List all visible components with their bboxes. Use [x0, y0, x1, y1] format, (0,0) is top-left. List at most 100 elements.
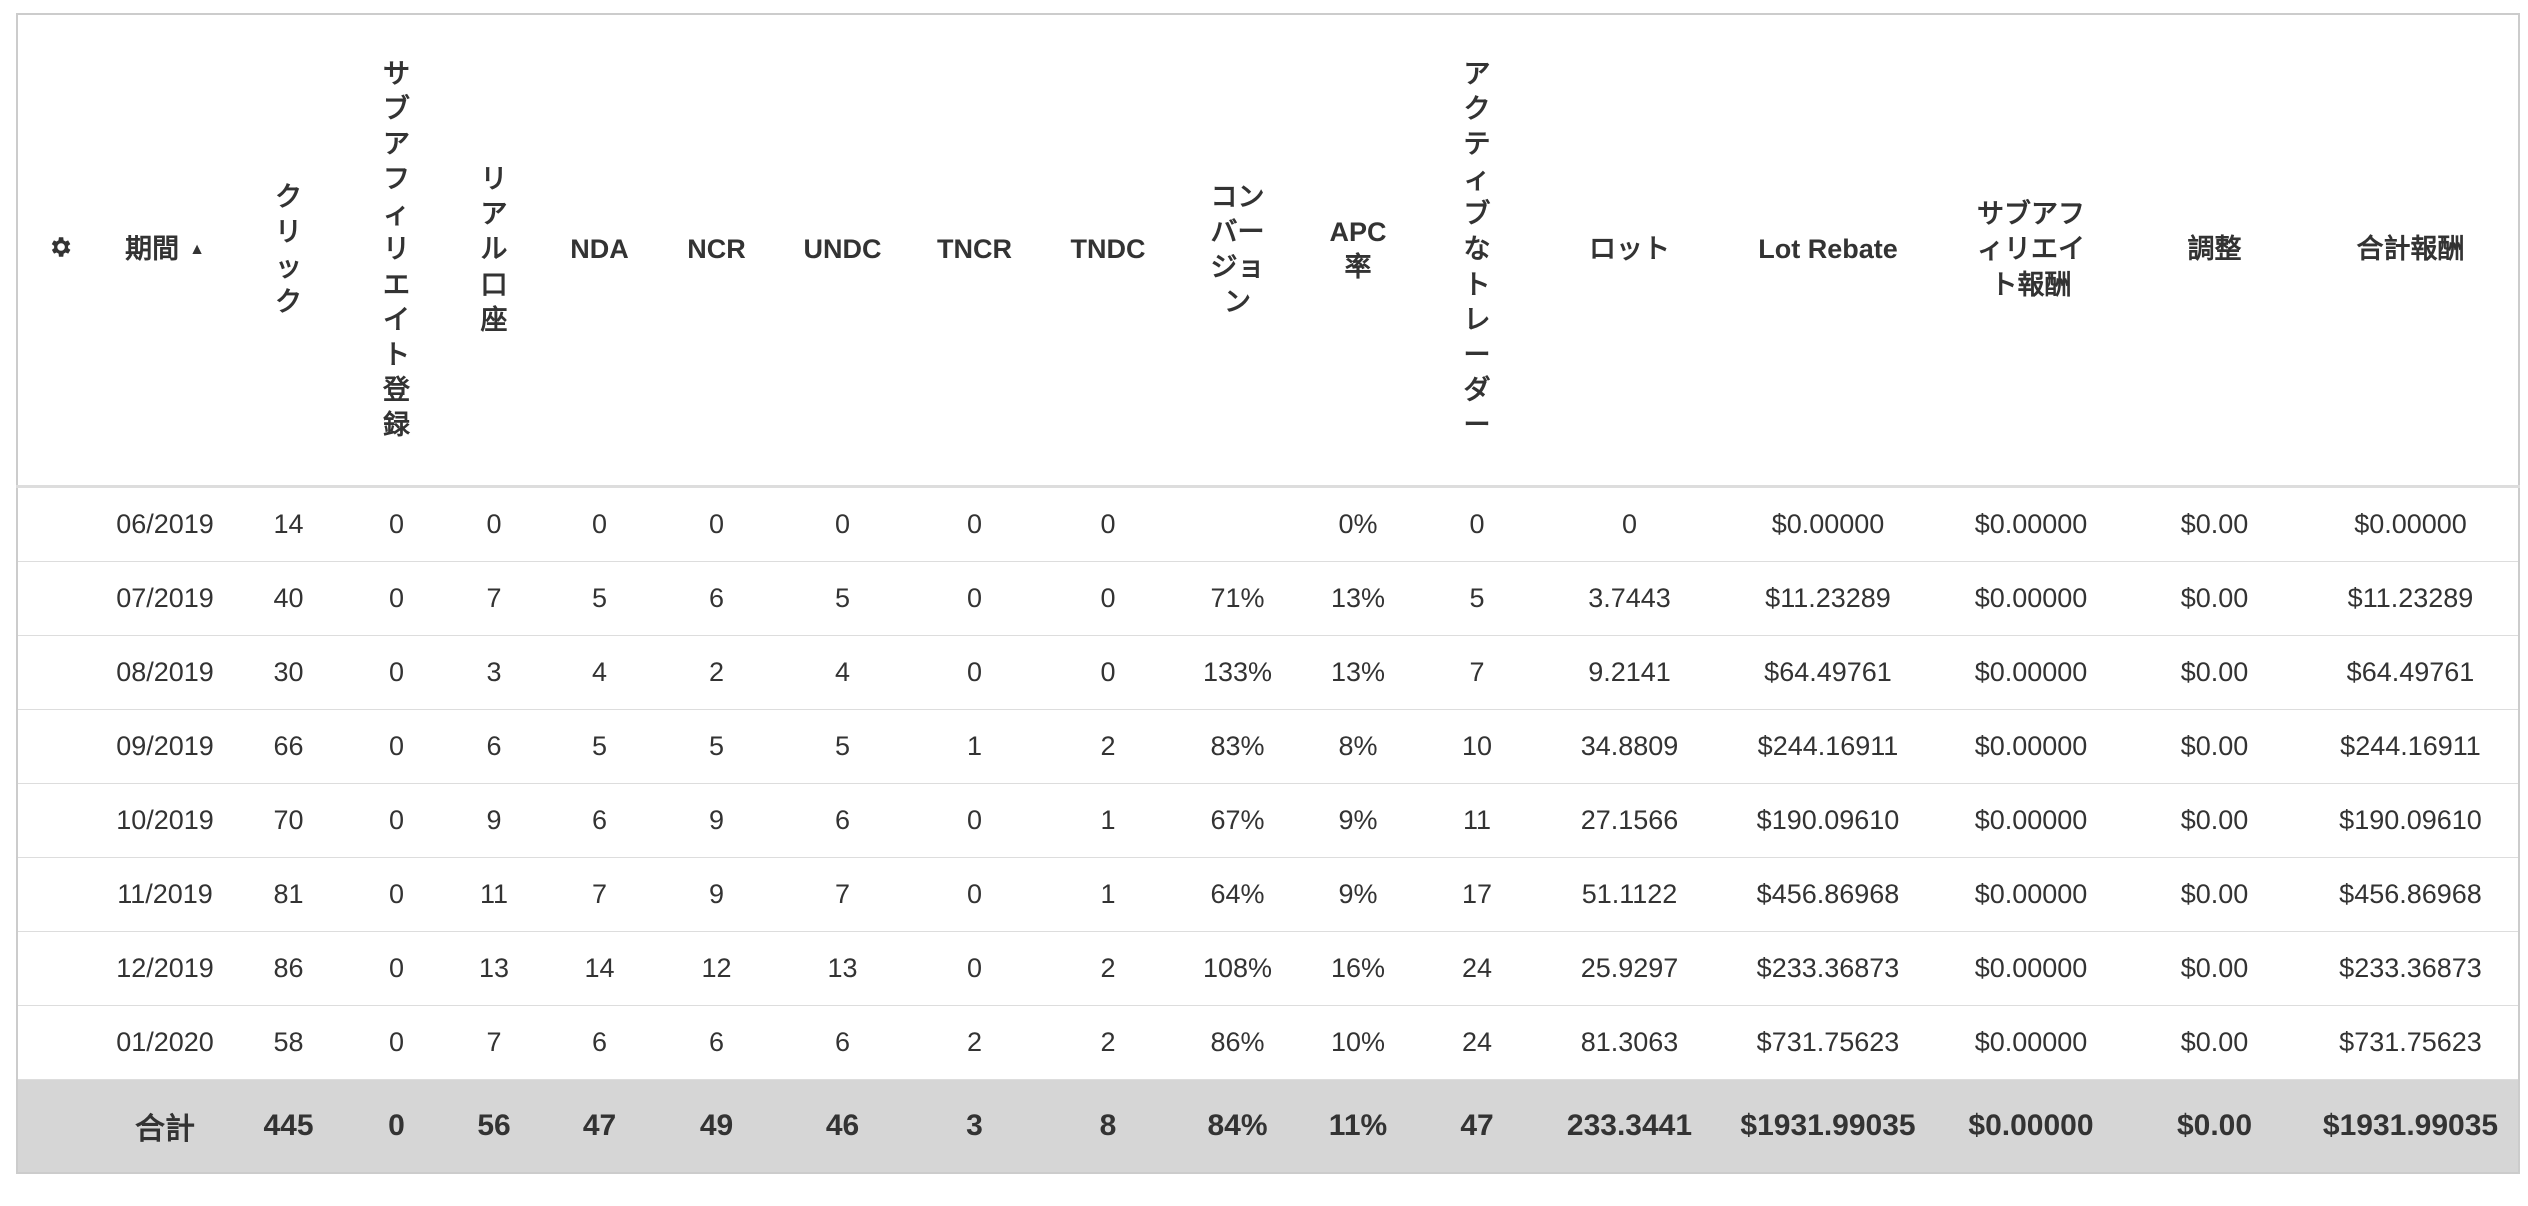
cell: 13%: [1301, 561, 1415, 636]
header-row: 期間 ▲ クリック サブアフィリエイト登録 リアル口座 NDA NCR UNDC TNCR TND…: [17, 14, 2519, 488]
cell: 24: [1415, 1005, 1539, 1080]
cell: 0: [778, 486, 907, 562]
data-row: 12/2019 86 0 13 14 12 13 0 2 108% 16% 24 25.9297 $233…: [17, 931, 2519, 1006]
cell: 81: [228, 857, 349, 932]
header-text: UNDC: [803, 234, 882, 265]
icon-cell: [17, 486, 102, 562]
cell: 10: [1415, 709, 1539, 784]
header-text: サブアフィリエイト登録: [383, 58, 410, 440]
cell: 0: [907, 635, 1042, 710]
cell: 0: [655, 486, 778, 562]
cell: 9%: [1301, 857, 1415, 932]
settings-header: [17, 14, 102, 488]
cell: $0.00000: [1936, 486, 2126, 562]
cell: 6: [544, 1005, 655, 1080]
cell: 86: [228, 931, 349, 1006]
icon-cell: [17, 1079, 102, 1173]
column-header: TNDC: [1042, 14, 1174, 488]
header-text: 調整: [2187, 234, 2242, 265]
cell: 9: [655, 857, 778, 932]
cell: 0: [1539, 486, 1720, 562]
data-row: 09/2019 66 0 6 5 5 5 1 2 83% 8% 10 34.8809 $244.16911…: [17, 709, 2519, 784]
cell: 0: [1415, 486, 1539, 562]
cell: 2: [1042, 1005, 1174, 1080]
cell: 47: [544, 1079, 655, 1173]
cell: 86%: [1174, 1005, 1301, 1080]
cell: 40: [228, 561, 349, 636]
column-header[interactable]: 期間 ▲: [102, 14, 228, 488]
cell: 13: [778, 931, 907, 1006]
cell: 1: [1042, 857, 1174, 932]
icon-cell: [17, 561, 102, 636]
cell: 3.7443: [1539, 561, 1720, 636]
cell: $456.86968: [1720, 857, 1936, 932]
cell: 5: [1415, 561, 1539, 636]
cell: 6: [778, 783, 907, 858]
cell: 70: [228, 783, 349, 858]
cell: 2: [1042, 931, 1174, 1006]
cell: 0: [349, 857, 444, 932]
cell: 17: [1415, 857, 1539, 932]
cell: $0.00: [2126, 709, 2303, 784]
cell: $0.00000: [1936, 1005, 2126, 1080]
data-row: 01/2020 58 0 7 6 6 6 2 2 86% 10% 24 81.3063 $731.7562…: [17, 1005, 2519, 1080]
cell: $0.00: [2126, 1079, 2303, 1173]
header-text: サブアフィリエイト報酬: [1977, 199, 2085, 300]
cell: 10%: [1301, 1005, 1415, 1080]
cell: 8: [1042, 1079, 1174, 1173]
cell: 06/2019: [102, 486, 228, 562]
cell: 67%: [1174, 783, 1301, 858]
icon-cell: [17, 709, 102, 784]
cell: 7: [544, 857, 655, 932]
column-header: サブアフィリエイト登録: [349, 14, 444, 488]
cell: $0.00: [2126, 486, 2303, 562]
cell: 0: [1042, 561, 1174, 636]
cell: 6: [655, 561, 778, 636]
cell: 49: [655, 1079, 778, 1173]
cell: 5: [655, 709, 778, 784]
data-row: 08/2019 30 0 3 4 2 4 0 0 133% 13% 7 9.2141 $64.49761 $…: [17, 635, 2519, 710]
cell: $731.75623: [1720, 1005, 1936, 1080]
cell: $0.00000: [1936, 709, 2126, 784]
cell: $0.00: [2126, 783, 2303, 858]
cell: 0: [907, 783, 1042, 858]
cell: $0.00000: [1720, 486, 1936, 562]
header-text: NCR: [687, 234, 746, 265]
cell: 56: [444, 1079, 544, 1173]
cell: 0: [907, 931, 1042, 1006]
settings-icon[interactable]: [47, 234, 73, 260]
cell: 7: [444, 561, 544, 636]
cell: 0: [349, 709, 444, 784]
cell: 7: [1415, 635, 1539, 710]
cell: 0: [907, 561, 1042, 636]
cell: 0: [1042, 635, 1174, 710]
cell: 47: [1415, 1079, 1539, 1173]
cell: $0.00000: [1936, 561, 2126, 636]
cell: 233.3441: [1539, 1079, 1720, 1173]
icon-cell: [17, 635, 102, 710]
cell: $64.49761: [1720, 635, 1936, 710]
cell: 133%: [1174, 635, 1301, 710]
sort-icon[interactable]: ▲: [189, 241, 205, 259]
cell: 0: [349, 931, 444, 1006]
column-header: クリック: [228, 14, 349, 488]
cell: 11: [1415, 783, 1539, 858]
cell: 12/2019: [102, 931, 228, 1006]
cell: 14: [228, 486, 349, 562]
total-row: 合計 445 0 56 47 49 46 3 8 84% 11% 47 233.3441 $1931.99…: [17, 1079, 2519, 1173]
cell: $233.36873: [1720, 931, 1936, 1006]
cell: 24: [1415, 931, 1539, 1006]
cell: 81.3063: [1539, 1005, 1720, 1080]
cell: 34.8809: [1539, 709, 1720, 784]
cell: $0.00000: [1936, 635, 2126, 710]
header-text: 合計報酬: [2356, 234, 2465, 265]
header-text: クリック: [275, 181, 302, 318]
cell: 9%: [1301, 783, 1415, 858]
data-row: 10/2019 70 0 9 6 9 6 0 1 67% 9% 11 27.1566 $190.09610…: [17, 783, 2519, 858]
header-text: NDA: [570, 234, 629, 265]
cell: 0: [349, 635, 444, 710]
cell: 3: [907, 1079, 1042, 1173]
cell: 64%: [1174, 857, 1301, 932]
cell: 2: [655, 635, 778, 710]
cell: 合計: [102, 1079, 228, 1173]
